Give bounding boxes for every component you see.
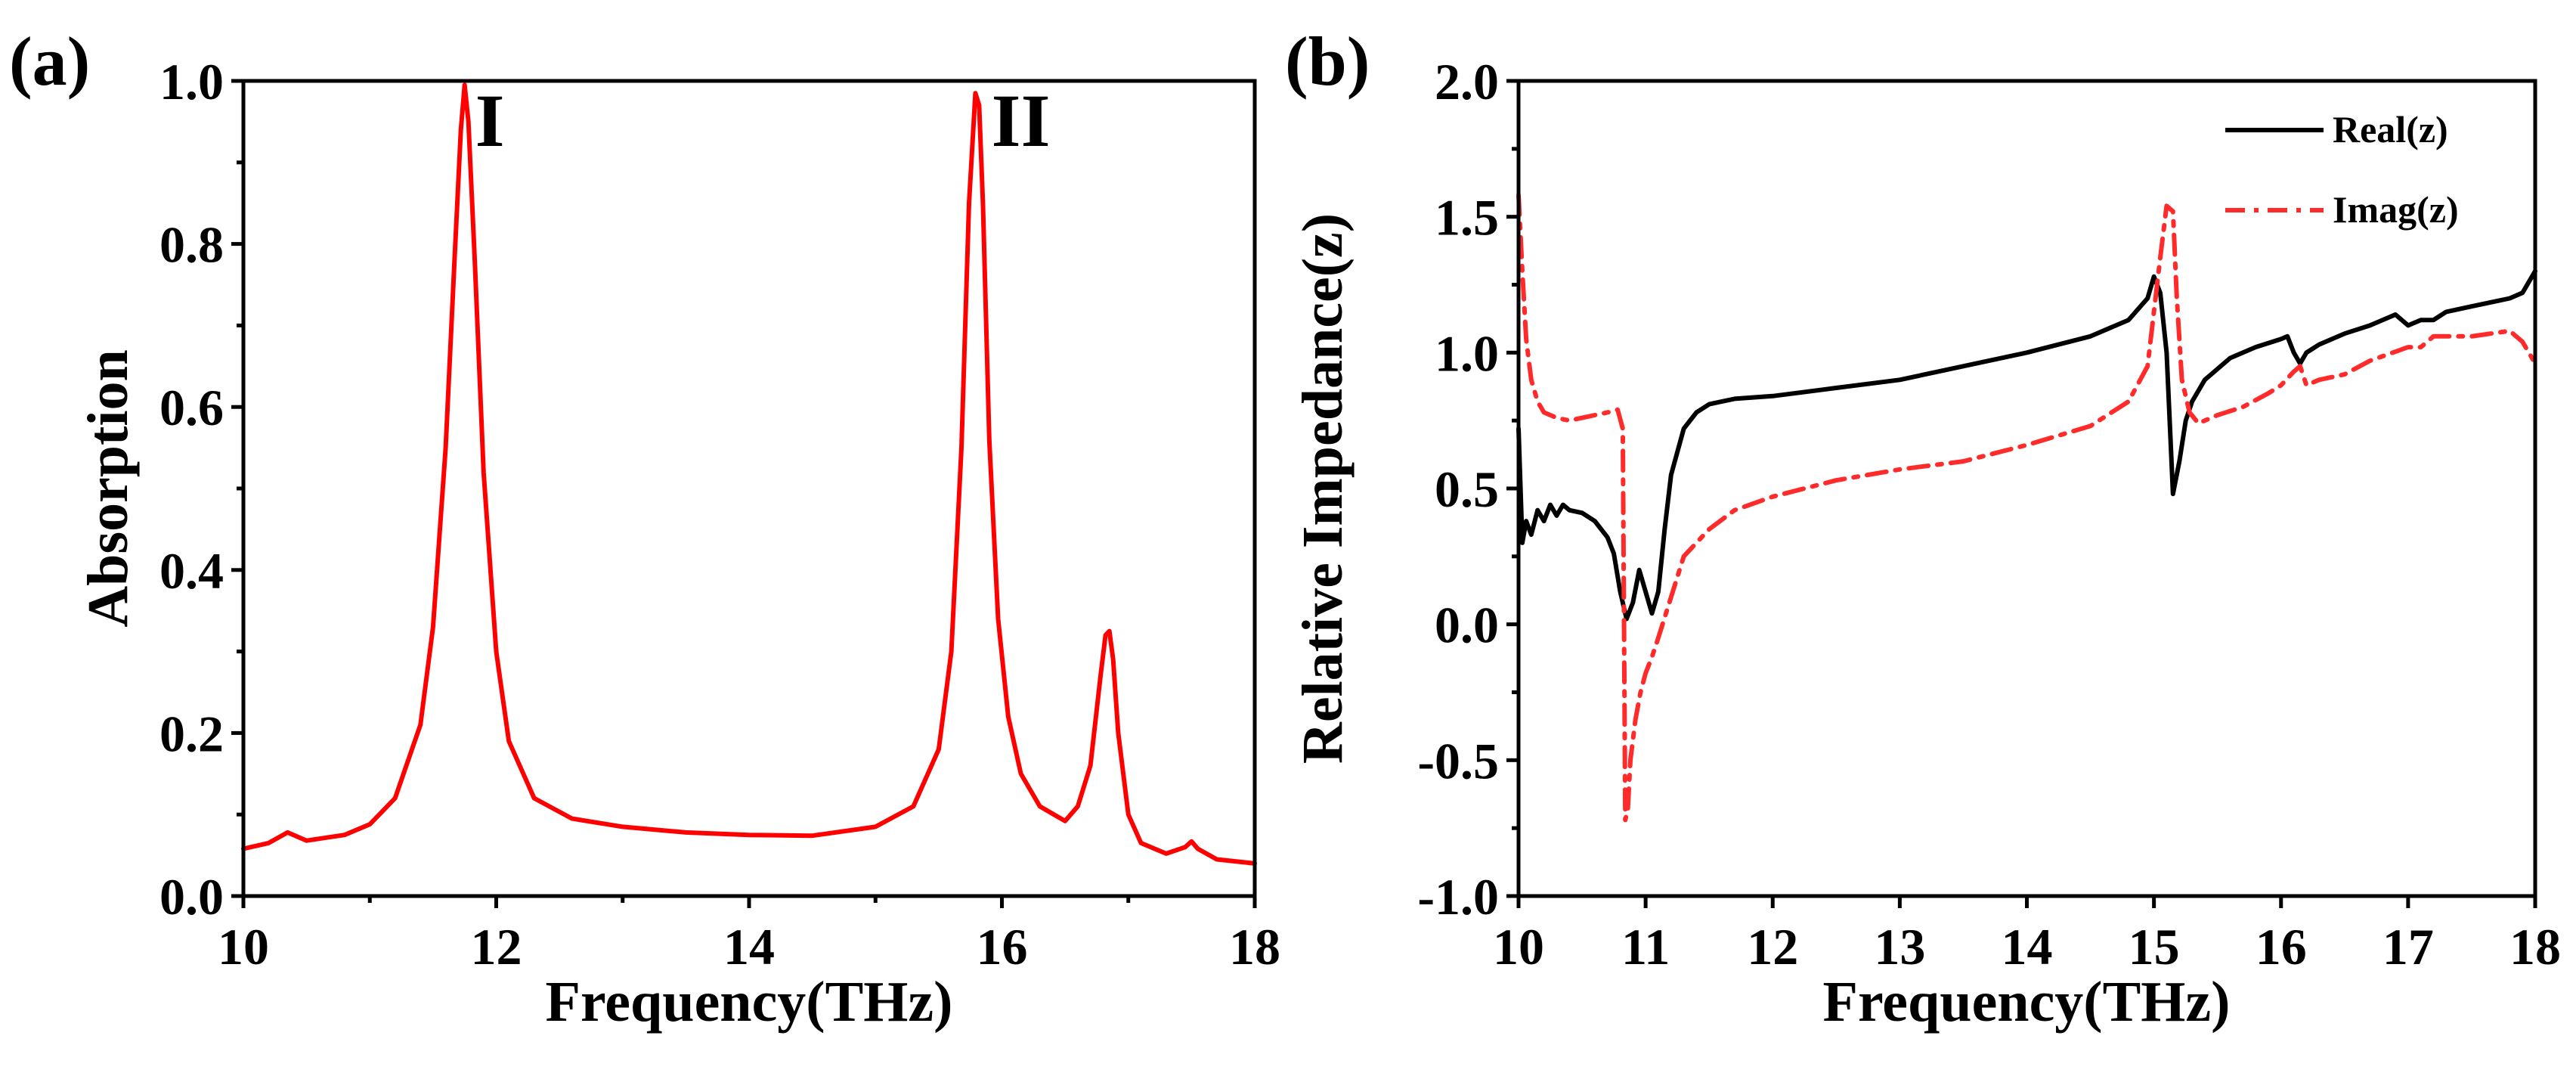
peak-label-I: I bbox=[475, 79, 505, 163]
x-tick-label-b-4: 14 bbox=[2002, 918, 2053, 975]
legend-label-imag: Imag(z) bbox=[2333, 188, 2459, 231]
panel-b-y-axis-title: Relative Impedance(z) bbox=[1291, 213, 1355, 764]
panel-b-legend: Real(z) Imag(z) bbox=[2225, 108, 2459, 231]
series-line-b-imag-z- bbox=[1516, 192, 2537, 823]
panel-a-label: (a) bbox=[9, 23, 90, 100]
y-tick-label-b-6: 2.0 bbox=[1435, 53, 1499, 110]
x-tick-label-a-2: 14 bbox=[723, 918, 775, 975]
panel-b-label: (b) bbox=[1285, 23, 1370, 100]
y-tick-label-b-4: 1.0 bbox=[1435, 324, 1499, 382]
peak-label-II: II bbox=[992, 79, 1051, 163]
y-tick-label-a-0: 0.0 bbox=[159, 868, 224, 926]
y-tick-label-a-5: 1.0 bbox=[159, 53, 224, 110]
x-tick-label-b-7: 17 bbox=[2382, 918, 2434, 975]
y-tick-label-a-3: 0.6 bbox=[159, 379, 224, 436]
y-tick-label-a-2: 0.4 bbox=[159, 542, 224, 600]
x-tick-label-a-4: 18 bbox=[1229, 918, 1280, 975]
series-line-b-real-z- bbox=[1516, 268, 2537, 622]
panel-a-series bbox=[241, 82, 1257, 866]
x-tick-label-a-0: 10 bbox=[218, 918, 269, 975]
y-tick-label-a-1: 0.2 bbox=[159, 705, 224, 762]
series-line-a-absorption bbox=[241, 82, 1257, 866]
x-tick-label-a-3: 16 bbox=[977, 918, 1028, 975]
x-tick-label-a-1: 12 bbox=[471, 918, 522, 975]
panel-b-plot-frame bbox=[1516, 79, 2537, 898]
y-tick-label-b-0: -1.0 bbox=[1417, 868, 1499, 926]
y-tick-label-a-4: 0.8 bbox=[159, 216, 224, 274]
panel-b-ticks: 10 11 12 13 14 15 16 17 18 -1.0 -0.5 0.0 0.5 1.0 1.5 2.… bbox=[1417, 53, 2561, 975]
x-tick-label-b-3: 13 bbox=[1874, 918, 1925, 975]
y-tick-label-b-3: 0.5 bbox=[1435, 460, 1499, 518]
y-tick-label-b-5: 1.5 bbox=[1435, 189, 1499, 247]
x-tick-label-b-1: 11 bbox=[1621, 918, 1670, 975]
panel-b-series bbox=[1516, 192, 2537, 823]
panel-a-ticks: 10 12 14 16 18 0.0 0.2 0.4 0.6 0.8 1.0 bbox=[159, 53, 1280, 975]
legend-label-real: Real(z) bbox=[2333, 108, 2448, 150]
x-tick-label-b-8: 18 bbox=[2509, 918, 2561, 975]
y-tick-label-b-2: 0.0 bbox=[1435, 597, 1499, 654]
y-tick-label-b-1: -0.5 bbox=[1417, 732, 1499, 789]
panel-a-plot-frame bbox=[241, 79, 1257, 898]
panel-a-y-axis-title: Absorption bbox=[76, 349, 140, 627]
panel-b-x-axis-title: Frequency(THz) bbox=[1823, 970, 2231, 1034]
panel-a-absorption-chart: (a) 10 12 14 16 18 0.0 0.2 0.4 0.6 0.8 1.0 I II Fr… bbox=[9, 23, 1280, 1034]
panel-b-impedance-chart: (b) 10 11 12 13 14 15 16 17 18-1.0-0.50.00.51.01… bbox=[1285, 23, 2561, 1034]
x-tick-label-b-0: 10 bbox=[1493, 918, 1544, 975]
x-tick-label-b-6: 16 bbox=[2256, 918, 2307, 975]
x-tick-label-b-2: 12 bbox=[1747, 918, 1798, 975]
x-tick-label-b-5: 15 bbox=[2129, 918, 2180, 975]
panel-a-x-axis-title: Frequency(THz) bbox=[546, 970, 953, 1034]
